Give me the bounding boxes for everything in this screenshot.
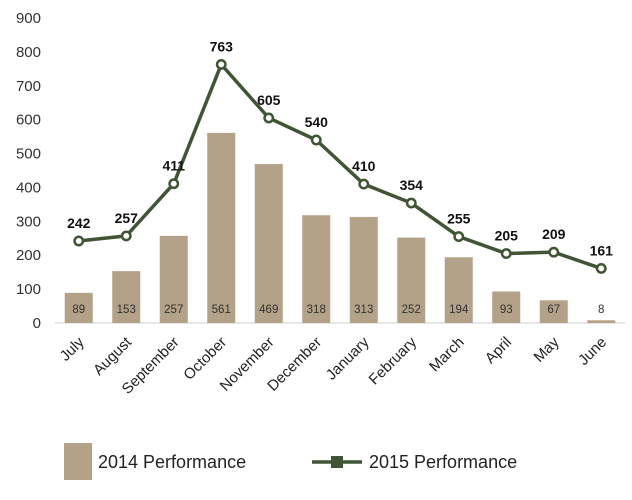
line-point <box>263 112 275 124</box>
bar-data-label: 194 <box>449 304 469 316</box>
bar <box>492 291 521 323</box>
line-data-label: 209 <box>542 226 566 242</box>
x-category-label: February <box>366 333 421 388</box>
bar <box>539 300 568 323</box>
legend-swatch-2014 <box>64 443 92 480</box>
y-tick-label: 500 <box>16 146 41 163</box>
line-data-label: 205 <box>495 228 519 244</box>
line-data-label: 763 <box>210 38 234 54</box>
line-point <box>310 134 322 146</box>
y-tick-label: 600 <box>16 112 41 129</box>
bar <box>444 257 473 323</box>
y-tick-label: 300 <box>16 213 41 230</box>
x-category-label: July <box>57 333 88 364</box>
y-tick-label: 0 <box>33 315 41 332</box>
bar <box>587 320 616 323</box>
y-tick-label: 100 <box>16 281 41 298</box>
bar-data-label: 89 <box>72 304 85 316</box>
line-point <box>73 235 85 247</box>
bar-series <box>64 132 616 323</box>
bar <box>112 271 141 323</box>
line-data-label: 242 <box>67 215 91 231</box>
line-series <box>73 58 607 274</box>
legend-label-2015: 2015 Performance <box>369 452 517 472</box>
bar-data-label: 153 <box>117 304 136 316</box>
x-category-label: April <box>482 334 515 367</box>
bar-data-label: 313 <box>354 304 373 316</box>
line-data-label: 255 <box>447 211 471 227</box>
y-tick-label: 700 <box>16 78 41 95</box>
y-axis-ticks: 0 100 200 300 400 500 600 700 800 900 <box>16 10 41 332</box>
y-tick-label: 400 <box>16 179 41 196</box>
x-category-label: August <box>90 333 136 379</box>
bar-data-labels: 89 153 257 561 469 318 313 252 194 93 67 8 <box>72 304 604 316</box>
bar <box>254 164 283 323</box>
bar <box>349 216 378 323</box>
bar-data-label: 252 <box>402 304 421 316</box>
line-data-label: 257 <box>115 210 139 226</box>
line-point <box>120 230 132 242</box>
line-path <box>78 62 602 271</box>
bar <box>159 235 188 323</box>
line-point <box>215 58 227 70</box>
legend: 2014 Performance 2015 Performance <box>64 443 517 480</box>
x-category-label: May <box>531 333 563 365</box>
line-point <box>405 197 417 209</box>
bar-data-label: 257 <box>164 304 183 316</box>
line-data-label: 410 <box>352 158 376 174</box>
y-tick-label: 200 <box>16 247 41 264</box>
line-data-label: 411 <box>162 158 185 174</box>
line-data-label: 605 <box>257 92 281 108</box>
legend-marker-2015 <box>331 456 343 468</box>
bar <box>302 215 331 323</box>
line-data-label: 354 <box>400 177 424 193</box>
bar-data-label: 8 <box>598 304 604 316</box>
line-data-label: 540 <box>305 114 329 130</box>
line-point <box>168 178 180 190</box>
x-category-label: March <box>426 334 467 375</box>
line-data-labels: 242 257 411 763 605 540 410 354 255 205 209 161 <box>67 38 613 258</box>
line-data-label: 161 <box>590 242 614 258</box>
line-point <box>453 231 465 243</box>
line-point <box>595 262 607 274</box>
y-tick-label: 900 <box>16 10 41 27</box>
bar-data-label: 67 <box>547 304 560 316</box>
bar <box>207 132 236 323</box>
bar-data-label: 561 <box>212 304 231 316</box>
bar-data-label: 93 <box>500 304 513 316</box>
line-point <box>500 248 512 259</box>
line-point <box>358 178 370 190</box>
line-point <box>548 246 560 258</box>
bar-data-label: 469 <box>259 304 278 316</box>
bar <box>64 292 93 323</box>
y-tick-label: 800 <box>16 44 41 61</box>
bar-data-label: 318 <box>307 304 326 316</box>
x-axis-category-labels: July AugustSeptemberOctoberNovemberDecemb… <box>57 333 610 397</box>
x-category-label: June <box>575 334 610 369</box>
legend-label-2014: 2014 Performance <box>98 452 246 472</box>
bar <box>397 237 426 323</box>
